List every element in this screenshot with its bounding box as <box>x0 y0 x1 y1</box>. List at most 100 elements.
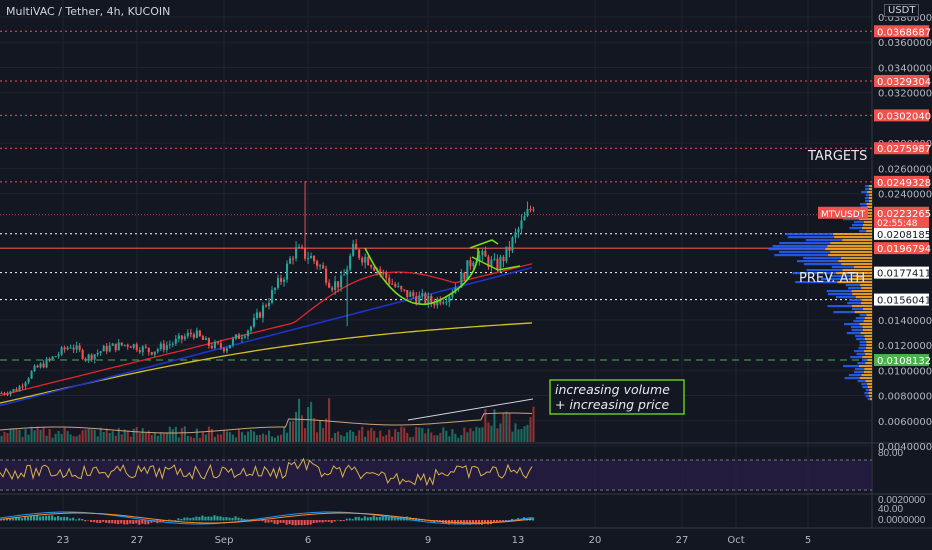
candle <box>316 261 319 267</box>
volume-bar <box>192 437 195 442</box>
candle <box>291 258 295 260</box>
candle <box>424 293 427 304</box>
price-tick: 0.0340000 <box>878 63 932 74</box>
volume-bar <box>267 430 271 442</box>
candle <box>403 289 406 291</box>
macd-hist <box>33 516 36 521</box>
candle <box>201 336 204 340</box>
profile-bar <box>829 275 853 278</box>
candle <box>234 334 237 339</box>
volume-bar <box>291 421 295 442</box>
volume-bar <box>87 428 90 442</box>
volume-bar <box>264 434 268 442</box>
macd-hist <box>75 519 78 521</box>
volume-bar <box>102 431 105 442</box>
time-label: 6 <box>305 535 311 546</box>
profile-bar <box>850 326 863 329</box>
candle <box>439 298 442 304</box>
macd-hist <box>501 520 505 522</box>
candle <box>285 263 289 280</box>
profile-bar <box>865 185 869 188</box>
profile-bar <box>863 371 872 374</box>
volume-bar <box>346 432 349 442</box>
profile-bar <box>862 329 872 332</box>
candle <box>478 255 481 262</box>
candle <box>51 356 54 360</box>
macd-hist <box>321 520 324 523</box>
volume-bar <box>298 398 301 442</box>
volume-bar <box>108 432 111 442</box>
volume-bars <box>0 398 535 442</box>
candle <box>141 346 144 353</box>
time-label: 20 <box>589 535 602 546</box>
profile-bar <box>858 347 866 350</box>
macd-hist <box>87 520 90 521</box>
profile-bar <box>859 377 872 380</box>
volume-bar <box>27 434 30 442</box>
profile-bar <box>859 344 867 347</box>
profile-bar <box>854 311 872 314</box>
macd-hist <box>168 519 171 521</box>
profile-bar <box>863 221 872 224</box>
candle <box>183 336 186 340</box>
countdown-label: 02:55:48 <box>877 219 918 229</box>
volume-bar <box>418 427 421 442</box>
candle <box>517 228 520 233</box>
level-badge <box>874 293 929 306</box>
macd-hist <box>162 520 165 523</box>
volume-bar <box>364 436 367 442</box>
volume-bar <box>424 433 427 442</box>
macd-hist <box>510 518 514 521</box>
macd-hist <box>135 520 138 524</box>
candle <box>114 343 117 351</box>
volume-bar <box>75 436 78 442</box>
currency-button[interactable]: USDT <box>884 4 920 17</box>
profile-bar <box>858 218 872 221</box>
volume-bar <box>66 431 69 442</box>
candle <box>36 365 39 368</box>
volume-bar <box>105 428 108 442</box>
macd-hist <box>324 520 327 522</box>
macd-hist <box>12 518 15 521</box>
candle <box>99 351 102 353</box>
candle <box>325 268 328 283</box>
candle <box>319 265 322 267</box>
macd-hist <box>177 518 180 521</box>
macd-hist <box>318 520 321 523</box>
candle <box>30 371 33 379</box>
candle <box>96 352 99 355</box>
volume-bar <box>171 429 174 442</box>
macd-hist <box>471 520 474 525</box>
volume-bar <box>132 428 135 442</box>
candle <box>159 343 162 350</box>
macd-hist <box>312 520 315 524</box>
candle <box>349 255 352 270</box>
candle <box>307 258 310 260</box>
volume-bar <box>213 436 216 442</box>
volume-bar <box>153 432 156 442</box>
candle <box>222 347 225 352</box>
candle <box>123 344 126 346</box>
volume-bar <box>159 432 162 442</box>
candle <box>210 346 213 349</box>
volume-bar <box>48 428 51 442</box>
macd-hist <box>66 516 69 521</box>
candle <box>484 250 487 257</box>
volume-bar <box>174 426 177 442</box>
candle <box>171 343 174 345</box>
volume-bar <box>511 431 514 442</box>
candle <box>219 343 222 348</box>
candle <box>168 344 171 346</box>
candle <box>84 358 87 360</box>
price-tick: 0.0140000 <box>878 316 932 327</box>
candle <box>9 391 12 395</box>
candle <box>370 265 373 268</box>
volume-bar <box>261 433 265 442</box>
volume-bar <box>18 429 21 442</box>
candle <box>3 393 6 395</box>
volume-bar <box>526 424 529 442</box>
price-tick: 0.0360000 <box>878 38 932 49</box>
volume-bar <box>165 432 168 442</box>
volume-bar <box>340 435 343 442</box>
volume-bar <box>514 423 517 442</box>
